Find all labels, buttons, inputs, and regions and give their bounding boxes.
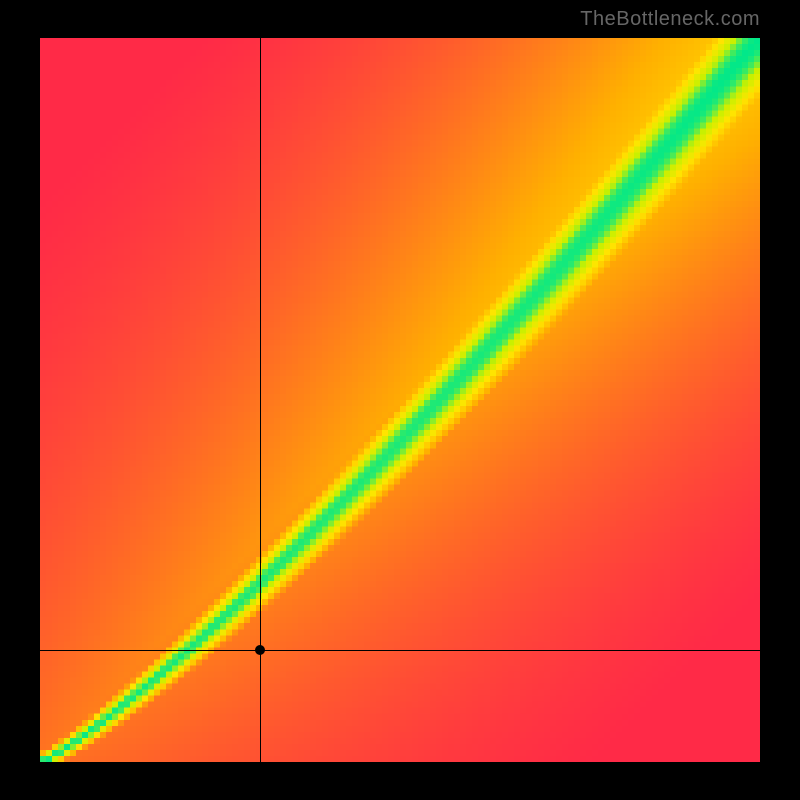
crosshair-horizontal-line	[40, 650, 760, 651]
chart-frame: TheBottleneck.com	[0, 0, 800, 800]
crosshair-marker-dot	[255, 645, 265, 655]
watermark-text: TheBottleneck.com	[580, 8, 760, 31]
heatmap-plot-area	[40, 38, 760, 762]
bottleneck-heatmap	[40, 38, 760, 762]
